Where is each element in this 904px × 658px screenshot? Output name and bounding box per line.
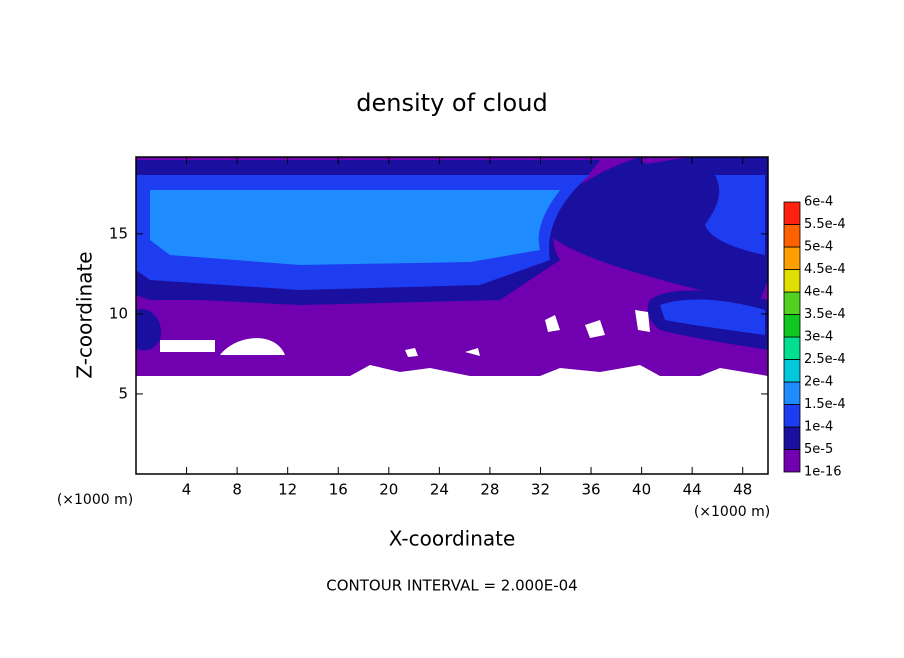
colorbar-label: 5.5e-4: [804, 217, 846, 232]
colorbar-band: [783, 314, 801, 338]
x-tick-label: 24: [430, 481, 449, 499]
x-axis-label: X-coordinate: [389, 527, 516, 551]
colorbar-band: [783, 269, 801, 293]
colorbar-band: [783, 336, 801, 360]
colorbar-band: [783, 291, 801, 315]
x-tick-label: 12: [278, 481, 297, 499]
y-unit: (×1000 m): [57, 492, 133, 508]
colorbar-band: [783, 404, 801, 428]
contour-region: [136, 309, 161, 351]
chart-title: density of cloud: [356, 89, 547, 117]
x-tick-label: 36: [581, 481, 600, 499]
empty-region: [700, 368, 768, 376]
colorbar-label: 2e-4: [804, 375, 833, 390]
colorbar-label: 5e-4: [804, 240, 833, 255]
empty-region: [220, 338, 285, 355]
colorbar-label: 1e-16: [804, 465, 842, 480]
empty-region: [405, 348, 418, 357]
colorbar-band: [783, 224, 801, 248]
contour-region: [660, 299, 765, 335]
y-tick-label: 5: [118, 384, 128, 402]
colorbar-label: 1e-4: [804, 420, 833, 435]
empty-region: [635, 310, 650, 332]
colorbar-label: 3.5e-4: [804, 307, 846, 322]
x-tick-label: 16: [329, 481, 348, 499]
contour-region: [705, 175, 765, 255]
colorbar-band: [783, 359, 801, 383]
contour-region: [150, 190, 560, 265]
plot-frame: [135, 156, 769, 475]
colorbar-label: 3e-4: [804, 330, 833, 345]
x-tick-label: 4: [182, 481, 192, 499]
empty-region: [585, 320, 605, 338]
contour-region: [136, 157, 768, 300]
x-unit: (×1000 m): [694, 504, 770, 520]
colorbar-label: 4e-4: [804, 285, 833, 300]
empty-region: [545, 315, 560, 332]
colorbar-label: 4.5e-4: [804, 262, 846, 277]
annotation: CONTOUR INTERVAL = 2.000E-04: [326, 577, 577, 595]
empty-region: [465, 348, 480, 356]
colorbar-label: 2.5e-4: [804, 352, 846, 367]
colorbar-label: 1.5e-4: [804, 397, 846, 412]
x-tick-label: 28: [480, 481, 499, 499]
y-axis-label: Z-coordinate: [73, 251, 97, 378]
x-tick-label: 48: [733, 481, 752, 499]
x-tick-label: 32: [531, 481, 550, 499]
x-tick-label: 8: [232, 481, 242, 499]
y-tick-label: 15: [109, 224, 128, 242]
colorbar-band: [783, 381, 801, 405]
colorbar-label: 5e-5: [804, 442, 833, 457]
y-tick-label: 10: [109, 304, 128, 322]
empty-region: [540, 365, 660, 376]
x-tick-label: 20: [379, 481, 398, 499]
colorbar-band: [783, 201, 801, 225]
colorbar-band: [783, 246, 801, 270]
colorbar-band: [783, 426, 801, 450]
empty-region: [160, 340, 215, 352]
x-tick-label: 44: [683, 481, 702, 499]
empty-region: [350, 365, 470, 376]
x-tick-label: 40: [632, 481, 651, 499]
colorbar-label: 6e-4: [804, 195, 833, 210]
colorbar-band: [783, 449, 801, 473]
